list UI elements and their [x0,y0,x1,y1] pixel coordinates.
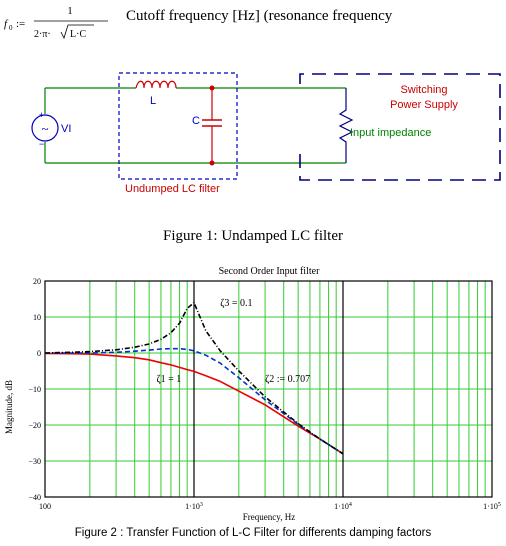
figure1-caption: Figure 1: Undamped LC filter [163,228,343,244]
x-tick-label: 1·105 [483,502,501,511]
series-line-1 [44,352,344,455]
series-annotation-1: ζ3 = 0.1 [220,298,252,309]
y-tick-label: −20 [28,421,41,430]
formula-numerator: 1 [67,5,73,17]
formula-lhs-subscript: 0 [9,24,13,32]
series-annotation-2: ζ1 = 1 [156,374,181,385]
formula-description: Cutoff frequency [Hz] (resonance frequen… [126,8,393,24]
x-tick-exponent: 4 [349,502,352,508]
capacitor-symbol [202,85,222,166]
filter-box-label: Undumped LC filter [125,183,220,195]
y-tick-label: −10 [28,385,41,394]
source-label: VI [61,123,71,135]
x-tick-exponent: 5 [498,502,501,508]
chart-series [44,301,344,455]
figure2-caption: Figure 2 : Transfer Function of L-C Filt… [74,527,432,539]
filter-dashed-box [118,72,238,180]
chart-grid [44,280,493,498]
source-plus-sign: + [39,110,44,120]
plot-frame [44,280,493,498]
inductor-symbol [135,80,177,89]
y-tick-label: 20 [33,277,41,286]
chart-ylabel: Magnitude, dB [4,380,14,434]
x-tick-label: 1·104 [334,502,352,511]
y-tick-label: −30 [28,457,41,466]
series-line-2 [45,347,344,455]
capacitor-label: C [192,115,200,127]
chart-annotations: ζ3 = 0.1 ζ1 = 1 ζ2 := 0.707 [156,298,310,385]
voltage-source: ~ [31,88,59,163]
smps-label-line2: Power Supply [390,99,458,111]
y-tick-label: 10 [33,313,41,322]
formula-denominator-prefix: 2·π· [34,29,51,40]
y-tick-label: 0 [37,349,41,358]
load-label: Input impedance [350,127,431,139]
smps-dashed-box [299,73,501,181]
series-line-3 [44,301,344,455]
chart-xlabel: Frequency, Hz [243,512,295,522]
cutoff-formula: f 0 := 1 2·π· L·C [4,5,108,40]
load-resistor [338,88,354,163]
y-tick-label: −40 [28,493,41,502]
formula-assign: := [16,18,25,30]
lc-filter-circuit: ~ + − VI L C Undumped LC filter Input im… [31,72,501,195]
transfer-function-chart: Second Order Input filter ζ3 = 0.1 ζ1 = 1… [4,266,501,522]
x-tick-exponent: 3 [200,502,203,508]
source-sine-icon: ~ [41,121,48,136]
formula-lhs: f [4,18,9,30]
chart-title: Second Order Input filter [219,266,320,277]
formula-radicand: L·C [70,29,86,40]
inductor-label: L [150,95,156,107]
x-tick-label: 1·103 [185,502,203,511]
source-minus-sign: − [39,139,44,149]
square-root-symbol [60,24,94,40]
x-tick-label: 100 [39,502,51,511]
smps-label-line1: Switching [400,84,447,96]
series-annotation-3: ζ2 := 0.707 [265,374,310,385]
